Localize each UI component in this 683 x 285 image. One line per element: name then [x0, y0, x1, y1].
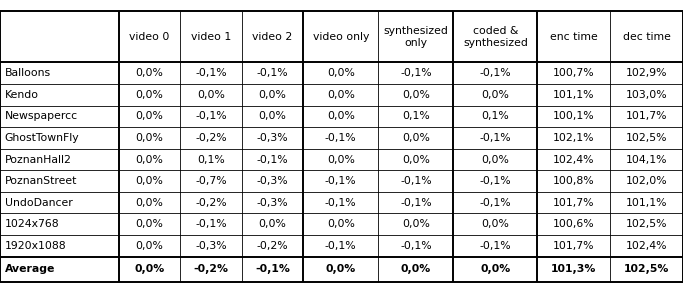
Text: 0,0%: 0,0% [258, 111, 286, 121]
Text: -0,2%: -0,2% [193, 264, 228, 274]
Text: dec time: dec time [623, 32, 671, 42]
Text: 0,0%: 0,0% [480, 264, 510, 274]
Text: -0,1%: -0,1% [257, 68, 288, 78]
Text: 101,7%: 101,7% [553, 241, 594, 251]
Text: video 2: video 2 [252, 32, 292, 42]
Text: 101,1%: 101,1% [626, 198, 667, 208]
Text: 101,7%: 101,7% [626, 111, 667, 121]
Text: 0,0%: 0,0% [135, 198, 163, 208]
Text: Average: Average [5, 264, 55, 274]
Text: -0,1%: -0,1% [400, 198, 432, 208]
Text: 102,5%: 102,5% [624, 264, 669, 274]
Text: 0,0%: 0,0% [401, 264, 431, 274]
Text: 0,0%: 0,0% [197, 90, 225, 100]
Text: -0,1%: -0,1% [479, 133, 511, 143]
Text: -0,1%: -0,1% [325, 176, 357, 186]
Text: 0,0%: 0,0% [482, 154, 510, 164]
Text: -0,1%: -0,1% [257, 154, 288, 164]
Text: 0,0%: 0,0% [258, 219, 286, 229]
Text: 102,5%: 102,5% [626, 133, 667, 143]
Text: coded &
synthesized: coded & synthesized [463, 26, 528, 48]
Text: UndoDancer: UndoDancer [5, 198, 72, 208]
Text: 101,7%: 101,7% [553, 198, 594, 208]
Text: 0,1%: 0,1% [482, 111, 510, 121]
Text: -0,1%: -0,1% [195, 111, 227, 121]
Text: 0,1%: 0,1% [197, 154, 225, 164]
Text: 100,1%: 100,1% [553, 111, 595, 121]
Text: 0,0%: 0,0% [402, 219, 430, 229]
Text: 0,0%: 0,0% [135, 68, 163, 78]
Text: 0,0%: 0,0% [135, 264, 165, 274]
Text: -0,2%: -0,2% [195, 133, 227, 143]
Text: video 1: video 1 [191, 32, 231, 42]
Text: 102,4%: 102,4% [553, 154, 594, 164]
Text: -0,1%: -0,1% [195, 68, 227, 78]
Text: -0,3%: -0,3% [257, 176, 288, 186]
Text: -0,1%: -0,1% [479, 68, 511, 78]
Text: video 0: video 0 [129, 32, 169, 42]
Text: 0,0%: 0,0% [402, 133, 430, 143]
Text: 0,0%: 0,0% [326, 90, 354, 100]
Text: Kendo: Kendo [5, 90, 39, 100]
Text: 101,1%: 101,1% [553, 90, 594, 100]
Text: 0,0%: 0,0% [482, 90, 510, 100]
Text: 0,0%: 0,0% [135, 241, 163, 251]
Text: 0,0%: 0,0% [326, 111, 354, 121]
Text: -0,2%: -0,2% [195, 198, 227, 208]
Text: -0,1%: -0,1% [479, 198, 511, 208]
Text: -0,1%: -0,1% [255, 264, 290, 274]
Text: 100,7%: 100,7% [553, 68, 595, 78]
Text: -0,1%: -0,1% [400, 68, 432, 78]
Text: -0,1%: -0,1% [479, 176, 511, 186]
Text: synthesized
only: synthesized only [383, 26, 448, 48]
Text: 0,0%: 0,0% [135, 133, 163, 143]
Text: 0,0%: 0,0% [326, 219, 354, 229]
Text: -0,3%: -0,3% [257, 133, 288, 143]
Text: PoznanHall2: PoznanHall2 [5, 154, 72, 164]
Text: -0,2%: -0,2% [257, 241, 288, 251]
Text: 0,0%: 0,0% [326, 68, 354, 78]
Text: -0,1%: -0,1% [479, 241, 511, 251]
Text: 101,3%: 101,3% [551, 264, 596, 274]
Text: 0,0%: 0,0% [135, 111, 163, 121]
Text: 104,1%: 104,1% [626, 154, 667, 164]
Text: 1920x1088: 1920x1088 [5, 241, 66, 251]
Text: 0,0%: 0,0% [258, 90, 286, 100]
Text: -0,1%: -0,1% [400, 241, 432, 251]
Text: PoznanStreet: PoznanStreet [5, 176, 77, 186]
Text: 0,0%: 0,0% [326, 264, 356, 274]
Text: 0,1%: 0,1% [402, 111, 430, 121]
Text: -0,3%: -0,3% [195, 241, 227, 251]
Text: -0,1%: -0,1% [325, 241, 357, 251]
Text: Newspapercc: Newspapercc [5, 111, 78, 121]
Text: 100,6%: 100,6% [553, 219, 595, 229]
Text: 0,0%: 0,0% [402, 154, 430, 164]
Text: 0,0%: 0,0% [135, 219, 163, 229]
Text: 102,0%: 102,0% [626, 176, 667, 186]
Text: 1024x768: 1024x768 [5, 219, 59, 229]
Text: 0,0%: 0,0% [135, 154, 163, 164]
Text: 100,8%: 100,8% [553, 176, 595, 186]
Text: 0,0%: 0,0% [402, 90, 430, 100]
Text: 102,5%: 102,5% [626, 219, 667, 229]
Text: 103,0%: 103,0% [626, 90, 667, 100]
Text: enc time: enc time [550, 32, 598, 42]
Text: 102,4%: 102,4% [626, 241, 667, 251]
Text: -0,3%: -0,3% [257, 198, 288, 208]
Text: -0,1%: -0,1% [325, 133, 357, 143]
Text: -0,1%: -0,1% [325, 198, 357, 208]
Text: 102,1%: 102,1% [553, 133, 594, 143]
Text: 0,0%: 0,0% [482, 219, 510, 229]
Text: 0,0%: 0,0% [135, 176, 163, 186]
Text: GhostTownFly: GhostTownFly [5, 133, 79, 143]
Text: -0,1%: -0,1% [195, 219, 227, 229]
Text: Balloons: Balloons [5, 68, 51, 78]
Text: 102,9%: 102,9% [626, 68, 667, 78]
Text: -0,1%: -0,1% [400, 176, 432, 186]
Text: -0,7%: -0,7% [195, 176, 227, 186]
Text: 0,0%: 0,0% [135, 90, 163, 100]
Text: 0,0%: 0,0% [326, 154, 354, 164]
Text: video only: video only [313, 32, 369, 42]
